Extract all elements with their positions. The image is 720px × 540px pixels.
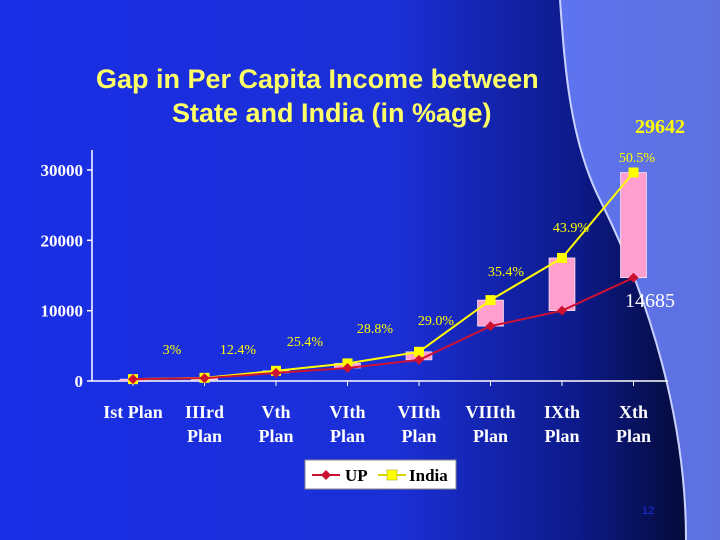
gap-label: 28.8%	[357, 322, 394, 337]
plot-area: 0 10000 20000 30000 Ist Plan IIIrd Plan Vth Plan…	[41, 116, 685, 490]
x-tick-label: Ist Plan	[103, 402, 163, 422]
x-tick-label: Plan	[258, 426, 293, 446]
up-line	[132, 276, 634, 381]
x-tick-label: IXth	[544, 402, 580, 422]
up-point	[628, 272, 639, 283]
x-tick-label: VIIth	[397, 402, 440, 422]
india-point	[557, 252, 567, 263]
page-number: 12	[642, 505, 655, 517]
up-point	[557, 305, 567, 316]
legend-india-label: India	[409, 466, 448, 485]
y-tick-label: 0	[75, 372, 84, 391]
chart-title-line-1: Gap in Per Capita Income between	[96, 64, 539, 94]
x-tick-label: Plan	[330, 426, 365, 446]
x-tick-label: VIIIth	[465, 402, 515, 422]
x-tick-label: Plan	[544, 426, 579, 446]
legend-up-label: UP	[345, 466, 368, 485]
india-point	[414, 346, 424, 357]
gap-bar	[620, 172, 647, 279]
x-tick-label: Plan	[401, 426, 436, 446]
gap-label: 50.5%	[619, 151, 656, 166]
y-tick-label: 20000	[41, 231, 84, 250]
legend-india-marker	[386, 469, 398, 481]
india-point	[485, 295, 496, 306]
gap-label: 43.9%	[553, 221, 590, 236]
x-tick-label: VIth	[329, 402, 365, 422]
up-point	[342, 362, 353, 373]
gap-label: 35.4%	[488, 265, 525, 280]
x-tick-label: Plan	[473, 426, 508, 446]
x-tick-label: Xth	[619, 402, 648, 422]
decorative-curve-edge	[559, 0, 687, 540]
gap-bar	[548, 257, 576, 311]
gap-label: 29.0%	[418, 314, 455, 329]
up-point	[485, 321, 496, 332]
x-tick-label: Plan	[616, 426, 651, 446]
gap-label: 3%	[163, 343, 182, 358]
x-tick-label: IIIrd	[185, 402, 224, 422]
up-point	[128, 374, 138, 385]
x-tick-label: Plan	[187, 426, 222, 446]
up-point	[271, 367, 281, 378]
chart-title-line-2: State and India (in %age)	[172, 98, 492, 128]
x-tick-label: Vth	[261, 402, 290, 422]
y-tick-label: 10000	[41, 302, 84, 321]
up-last-value-label: 14685	[625, 290, 675, 312]
up-point	[414, 354, 424, 365]
india-point	[628, 167, 639, 178]
gap-label: 25.4%	[287, 335, 324, 350]
gap-label: 12.4%	[220, 343, 257, 358]
india-last-value-label: 29642	[635, 116, 685, 138]
up-point	[199, 373, 210, 384]
y-tick-label: 30000	[41, 161, 84, 180]
legend-up-marker	[321, 470, 331, 480]
